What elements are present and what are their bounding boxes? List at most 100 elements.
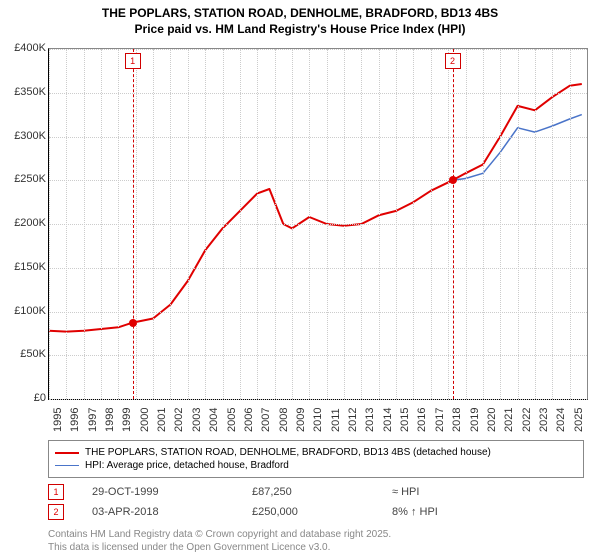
- x-tick-label: 1996: [69, 408, 81, 432]
- x-tick-label: 2002: [173, 408, 185, 432]
- x-tick-label: 2005: [226, 408, 238, 432]
- event-marker-dot: [449, 176, 457, 184]
- gridline-v: [396, 49, 397, 399]
- marker-row: 203-APR-2018£250,0008% ↑ HPI: [48, 502, 438, 522]
- x-tick-label: 2006: [243, 408, 255, 432]
- x-tick-label: 2007: [260, 408, 272, 432]
- legend-item: THE POPLARS, STATION ROAD, DENHOLME, BRA…: [55, 447, 577, 458]
- gridline-v: [413, 49, 414, 399]
- gridline-v: [188, 49, 189, 399]
- gridline-h: [49, 180, 587, 181]
- x-tick-label: 2012: [347, 408, 359, 432]
- gridline-v: [379, 49, 380, 399]
- x-tick-label: 1999: [121, 408, 133, 432]
- event-marker-dot: [129, 319, 137, 327]
- copyright-line-2: This data is licensed under the Open Gov…: [48, 541, 391, 554]
- gridline-v: [500, 49, 501, 399]
- gridline-v: [309, 49, 310, 399]
- marker-delta: ≈ HPI: [392, 486, 419, 498]
- copyright-text: Contains HM Land Registry data © Crown c…: [48, 528, 391, 554]
- x-tick-label: 2023: [538, 408, 550, 432]
- legend-swatch: [55, 465, 79, 466]
- x-tick-label: 2018: [451, 408, 463, 432]
- marker-table: 129-OCT-1999£87,250≈ HPI203-APR-2018£250…: [48, 482, 438, 522]
- gridline-v: [344, 49, 345, 399]
- x-tick-label: 2000: [139, 408, 151, 432]
- gridline-v: [118, 49, 119, 399]
- gridline-h: [49, 399, 587, 400]
- title-line-2: Price paid vs. HM Land Registry's House …: [0, 22, 600, 38]
- y-tick-label: £150K: [14, 261, 46, 273]
- gridline-v: [257, 49, 258, 399]
- x-tick-label: 1995: [52, 408, 64, 432]
- event-marker-badge: 1: [125, 53, 141, 69]
- gridline-v: [570, 49, 571, 399]
- gridline-h: [49, 137, 587, 138]
- gridline-v: [361, 49, 362, 399]
- gridline-v: [101, 49, 102, 399]
- x-tick-label: 2021: [503, 408, 515, 432]
- x-tick-label: 2019: [469, 408, 481, 432]
- gridline-v: [84, 49, 85, 399]
- x-tick-label: 2022: [521, 408, 533, 432]
- gridline-v: [240, 49, 241, 399]
- series-line-price_paid: [49, 84, 582, 332]
- marker-badge: 2: [48, 504, 64, 520]
- marker-date: 03-APR-2018: [92, 506, 252, 518]
- gridline-v: [170, 49, 171, 399]
- marker-date: 29-OCT-1999: [92, 486, 252, 498]
- gridline-v: [205, 49, 206, 399]
- gridline-h: [49, 268, 587, 269]
- gridline-h: [49, 49, 587, 50]
- x-tick-label: 2001: [156, 408, 168, 432]
- gridline-v: [483, 49, 484, 399]
- gridline-v: [292, 49, 293, 399]
- x-tick-label: 2020: [486, 408, 498, 432]
- x-tick-label: 2009: [295, 408, 307, 432]
- gridline-h: [49, 224, 587, 225]
- y-tick-label: £250K: [14, 173, 46, 185]
- gridline-v: [518, 49, 519, 399]
- gridline-h: [49, 93, 587, 94]
- event-marker-line: [453, 49, 454, 399]
- x-tick-label: 2025: [573, 408, 585, 432]
- title-line-1: THE POPLARS, STATION ROAD, DENHOLME, BRA…: [0, 6, 600, 22]
- x-tick-label: 2024: [555, 408, 567, 432]
- marker-delta: 8% ↑ HPI: [392, 506, 438, 518]
- marker-price: £87,250: [252, 486, 392, 498]
- x-tick-label: 2014: [382, 408, 394, 432]
- x-tick-label: 2013: [364, 408, 376, 432]
- legend-label: THE POPLARS, STATION ROAD, DENHOLME, BRA…: [85, 447, 491, 458]
- gridline-v: [153, 49, 154, 399]
- gridline-v: [223, 49, 224, 399]
- x-tick-label: 2015: [399, 408, 411, 432]
- x-tick-label: 2004: [208, 408, 220, 432]
- x-tick-label: 2010: [312, 408, 324, 432]
- y-tick-label: £0: [34, 392, 46, 404]
- gridline-h: [49, 355, 587, 356]
- copyright-line-1: Contains HM Land Registry data © Crown c…: [48, 528, 391, 541]
- event-marker-line: [133, 49, 134, 399]
- y-tick-label: £50K: [20, 348, 46, 360]
- legend-label: HPI: Average price, detached house, Brad…: [85, 460, 289, 471]
- x-tick-label: 2016: [416, 408, 428, 432]
- gridline-v: [49, 49, 50, 399]
- gridline-h: [49, 312, 587, 313]
- y-tick-label: £350K: [14, 86, 46, 98]
- marker-badge: 1: [48, 484, 64, 500]
- x-tick-label: 1997: [87, 408, 99, 432]
- legend-box: THE POPLARS, STATION ROAD, DENHOLME, BRA…: [48, 440, 584, 478]
- x-tick-label: 2017: [434, 408, 446, 432]
- gridline-v: [66, 49, 67, 399]
- gridline-v: [275, 49, 276, 399]
- gridline-v: [448, 49, 449, 399]
- y-tick-label: £300K: [14, 130, 46, 142]
- x-tick-label: 1998: [104, 408, 116, 432]
- x-tick-label: 2003: [191, 408, 203, 432]
- gridline-v: [136, 49, 137, 399]
- gridline-v: [327, 49, 328, 399]
- y-tick-label: £400K: [14, 42, 46, 54]
- chart-plot-area: 12: [48, 48, 588, 400]
- marker-row: 1 29-OCT-1999£87,250≈ HPI: [48, 482, 438, 502]
- gridline-v: [552, 49, 553, 399]
